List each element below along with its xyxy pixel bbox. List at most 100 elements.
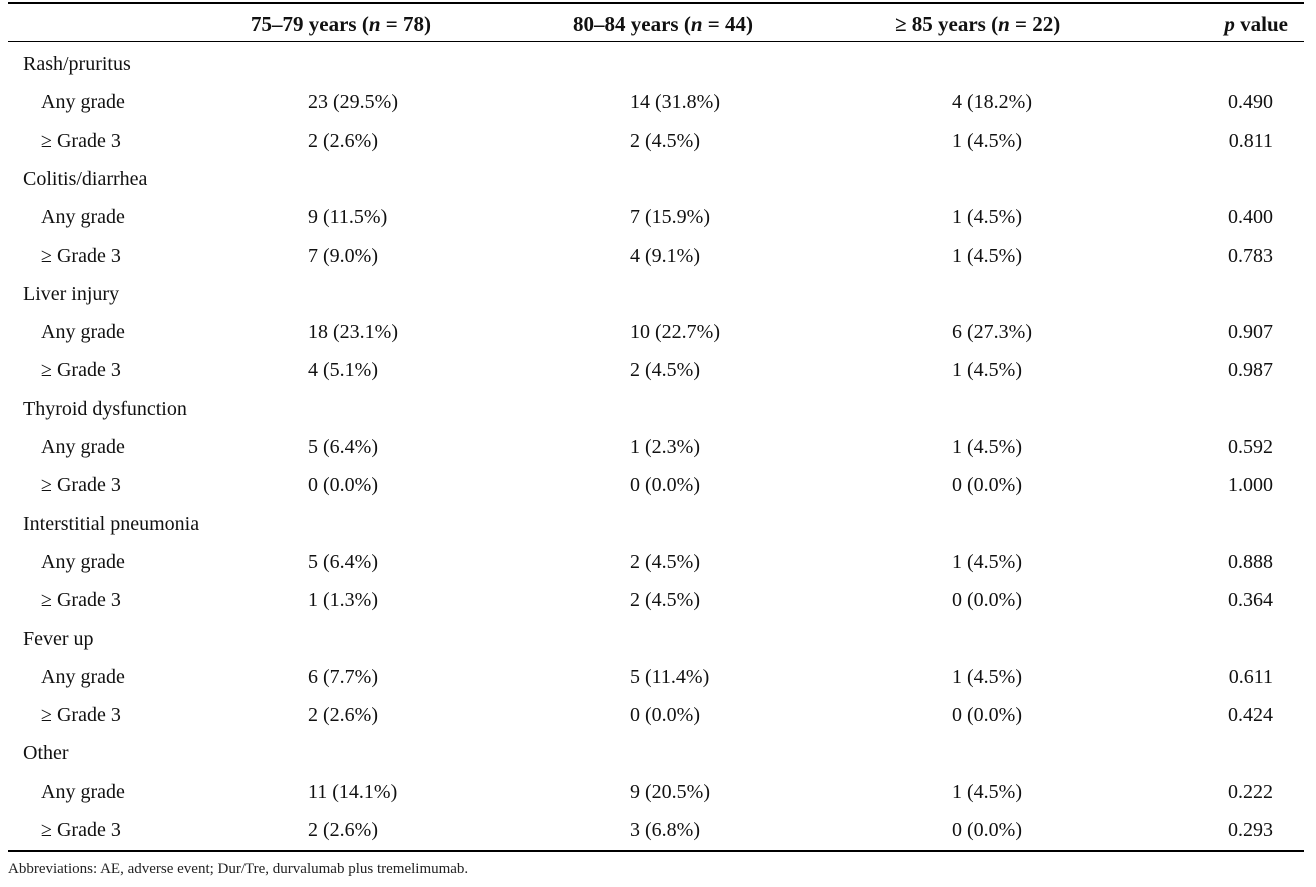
cell-75-79: 0 (0.0%) [308, 474, 378, 497]
table-row: ≥ Grade 3 4 (5.1%) 2 (4.5%) 1 (4.5%) 0.987 [0, 351, 1316, 389]
grade-label: Any grade [41, 665, 125, 688]
table-row: ≥ Grade 3 0 (0.0%) 0 (0.0%) 0 (0.0%) 1.000 [0, 466, 1316, 504]
cell-85-plus: 1 (4.5%) [952, 550, 1022, 573]
table-row: Any grade 5 (6.4%) 1 (2.3%) 1 (4.5%) 0.592 [0, 428, 1316, 466]
cell-80-84: 0 (0.0%) [630, 474, 700, 497]
table-row: Any grade 6 (7.7%) 5 (11.4%) 1 (4.5%) 0.611 [0, 658, 1316, 696]
cell-80-84: 7 (15.9%) [630, 206, 710, 229]
cell-75-79: 5 (6.4%) [308, 550, 378, 573]
cell-p-value: 0.293 [1228, 819, 1273, 841]
table-top-rule [8, 2, 1304, 4]
table-row: Any grade 18 (23.1%) 10 (22.7%) 6 (27.3%) 0.… [0, 313, 1316, 351]
cell-p-value: 0.490 [1228, 91, 1273, 114]
cell-80-84: 9 (20.5%) [630, 780, 710, 803]
cell-p-value: 0.888 [1228, 550, 1273, 573]
cell-p-value: 0.424 [1228, 704, 1273, 727]
cell-75-79: 23 (29.5%) [308, 91, 398, 114]
cell-80-84: 14 (31.8%) [630, 91, 720, 114]
cell-85-plus: 4 (18.2%) [952, 91, 1032, 114]
table-header-rule [8, 41, 1304, 42]
cell-75-79: 7 (9.0%) [308, 244, 378, 267]
cell-85-plus: 1 (4.5%) [952, 665, 1022, 688]
cell-75-79: 1 (1.3%) [308, 589, 378, 612]
category-row: Thyroid dysfunction [0, 390, 1316, 428]
cell-85-plus: 1 (4.5%) [952, 244, 1022, 267]
cell-p-value: 0.987 [1228, 359, 1273, 382]
category-label: Colitis/diarrhea [23, 167, 148, 190]
cell-80-84: 2 (4.5%) [630, 359, 700, 382]
cell-75-79: 9 (11.5%) [308, 206, 388, 229]
grade-label: ≥ Grade 3 [41, 589, 121, 612]
grade-label: ≥ Grade 3 [41, 704, 121, 727]
cell-85-plus: 1 (4.5%) [952, 206, 1022, 229]
category-row: Other [0, 734, 1316, 772]
grade-label: Any grade [41, 206, 125, 229]
category-label: Liver injury [23, 282, 120, 305]
grade-label: ≥ Grade 3 [41, 129, 121, 152]
table-footnote: Abbreviations: AE, adverse event; Dur/Tr… [8, 861, 469, 877]
table-row: ≥ Grade 3 7 (9.0%) 4 (9.1%) 1 (4.5%) 0.783 [0, 237, 1316, 275]
column-header-75-79: 75–79 years (n = 78) [251, 12, 431, 36]
cell-75-79: 6 (7.7%) [308, 665, 378, 688]
cell-80-84: 2 (4.5%) [630, 589, 700, 612]
category-label: Interstitial pneumonia [23, 512, 200, 535]
grade-label: Any grade [41, 321, 125, 344]
category-row: Colitis/diarrhea [0, 160, 1316, 198]
cell-80-84: 2 (4.5%) [630, 550, 700, 573]
cell-75-79: 5 (6.4%) [308, 436, 378, 458]
table-row: Any grade 11 (14.1%) 9 (20.5%) 1 (4.5%) 0.22… [0, 773, 1316, 811]
cell-p-value: 0.907 [1228, 321, 1273, 344]
grade-label: ≥ Grade 3 [41, 359, 121, 382]
category-label: Rash/pruritus [23, 53, 131, 75]
cell-p-value: 1.000 [1228, 474, 1273, 497]
category-row: Fever up [0, 620, 1316, 658]
cell-80-84: 2 (4.5%) [630, 129, 700, 152]
cell-75-79: 2 (2.6%) [308, 704, 378, 727]
cell-80-84: 0 (0.0%) [630, 704, 700, 727]
cell-75-79: 11 (14.1%) [308, 780, 398, 803]
cell-p-value: 0.783 [1228, 244, 1273, 267]
cell-80-84: 4 (9.1%) [630, 244, 700, 267]
cell-75-79: 4 (5.1%) [308, 359, 378, 382]
cell-p-value: 0.222 [1228, 780, 1273, 803]
cell-75-79: 2 (2.6%) [308, 129, 378, 152]
cell-85-plus: 1 (4.5%) [952, 359, 1022, 382]
column-header-80-84: 80–84 years (n = 44) [573, 12, 753, 36]
cell-85-plus: 6 (27.3%) [952, 321, 1032, 344]
grade-label: ≥ Grade 3 [41, 819, 121, 841]
category-label: Thyroid dysfunction [23, 397, 187, 420]
grade-label: Any grade [41, 436, 125, 458]
table-row: ≥ Grade 3 1 (1.3%) 2 (4.5%) 0 (0.0%) 0.364 [0, 581, 1316, 619]
cell-80-84: 1 (2.3%) [630, 436, 700, 458]
category-row: Rash/pruritus [0, 45, 1316, 83]
table-row: Any grade 5 (6.4%) 2 (4.5%) 1 (4.5%) 0.888 [0, 543, 1316, 581]
category-label: Other [23, 742, 69, 765]
grade-label: Any grade [41, 91, 125, 114]
cell-85-plus: 1 (4.5%) [952, 780, 1022, 803]
table-row: ≥ Grade 3 2 (2.6%) 3 (6.8%) 0 (0.0%) 0.293 [0, 811, 1316, 849]
table-row: Any grade 23 (29.5%) 14 (31.8%) 4 (18.2%) 0.… [0, 83, 1316, 121]
grade-label: ≥ Grade 3 [41, 474, 121, 497]
cell-85-plus: 0 (0.0%) [952, 589, 1022, 612]
cell-p-value: 0.400 [1228, 206, 1273, 229]
column-header-85-plus: ≥ 85 years (n = 22) [895, 12, 1061, 36]
table-row: ≥ Grade 3 2 (2.6%) 0 (0.0%) 0 (0.0%) 0.424 [0, 696, 1316, 734]
cell-p-value: 0.811 [1228, 129, 1273, 152]
cell-85-plus: 0 (0.0%) [952, 819, 1022, 841]
table-bottom-rule [8, 850, 1304, 852]
category-row: Liver injury [0, 275, 1316, 313]
category-label: Fever up [23, 627, 94, 650]
column-header-p-value: p value [1224, 12, 1288, 36]
table-row: Any grade 9 (11.5%) 7 (15.9%) 1 (4.5%) 0.400 [0, 198, 1316, 236]
cell-75-79: 2 (2.6%) [308, 819, 378, 841]
cell-p-value: 0.592 [1228, 436, 1273, 458]
table-row: ≥ Grade 3 2 (2.6%) 2 (4.5%) 1 (4.5%) 0.811 [0, 122, 1316, 160]
grade-label: Any grade [41, 550, 125, 573]
cell-p-value: 0.364 [1228, 589, 1273, 612]
cell-85-plus: 1 (4.5%) [952, 129, 1022, 152]
cell-p-value: 0.611 [1228, 665, 1273, 688]
cell-75-79: 18 (23.1%) [308, 321, 398, 344]
cell-85-plus: 0 (0.0%) [952, 474, 1022, 497]
grade-label: Any grade [41, 780, 125, 803]
cell-85-plus: 1 (4.5%) [952, 436, 1022, 458]
